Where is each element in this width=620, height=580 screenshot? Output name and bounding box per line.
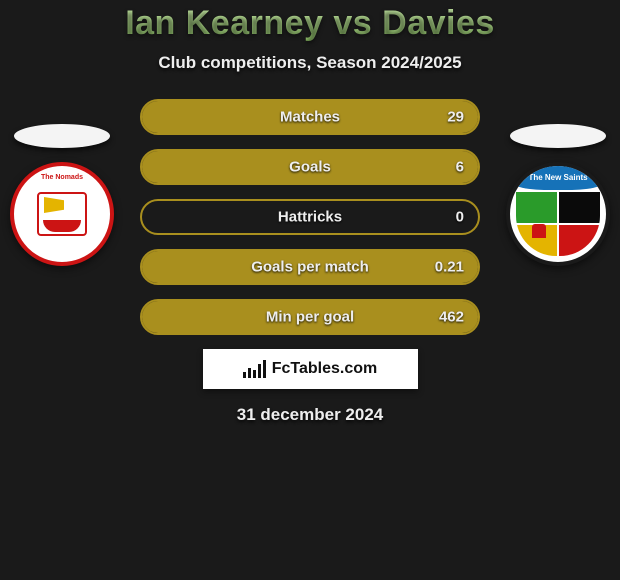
quad-red <box>559 225 600 256</box>
stat-label: Goals per match <box>251 259 369 276</box>
brand-text: FcTables.com <box>272 360 378 378</box>
shield-quadrants <box>516 192 600 256</box>
bar-chart-icon <box>243 360 266 378</box>
stats-list: Matches 29 Goals 6 Hattricks 0 Goals per match… <box>140 99 480 335</box>
right-player-block: The New Saints <box>504 124 612 274</box>
quad-black <box>559 192 600 223</box>
subtitle: Club competitions, Season 2024/2025 <box>0 53 620 73</box>
quad-dragon <box>516 192 557 223</box>
stat-value: 462 <box>439 309 464 326</box>
stat-row: Matches 29 <box>140 99 480 135</box>
right-player-avatar <box>510 124 606 148</box>
stat-row: Goals 6 <box>140 149 480 185</box>
stat-row: Min per goal 462 <box>140 299 480 335</box>
stat-label: Min per goal <box>266 309 354 326</box>
date-line: 31 december 2024 <box>0 405 620 425</box>
stat-row: Hattricks 0 <box>140 199 480 235</box>
stat-label: Hattricks <box>278 209 342 226</box>
stat-value: 29 <box>447 109 464 126</box>
stat-value: 0.21 <box>435 259 464 276</box>
stat-value: 6 <box>456 159 464 176</box>
ship-icon <box>37 192 87 236</box>
stat-row: Goals per match 0.21 <box>140 249 480 285</box>
right-team-banner: The New Saints <box>506 164 610 190</box>
left-team-crest: The Nomads <box>10 162 114 266</box>
stat-label: Matches <box>280 109 340 126</box>
left-player-block: The Nomads <box>8 124 116 274</box>
page-title: Ian Kearney vs Davies <box>0 4 620 43</box>
stat-label: Goals <box>289 159 331 176</box>
left-player-avatar <box>14 124 110 148</box>
brand-badge[interactable]: FcTables.com <box>203 349 418 389</box>
right-team-crest: The New Saints <box>506 162 610 266</box>
stat-value: 0 <box>456 209 464 226</box>
left-team-banner: The Nomads <box>39 174 85 181</box>
comparison-card: Ian Kearney vs Davies Club competitions,… <box>0 0 620 580</box>
